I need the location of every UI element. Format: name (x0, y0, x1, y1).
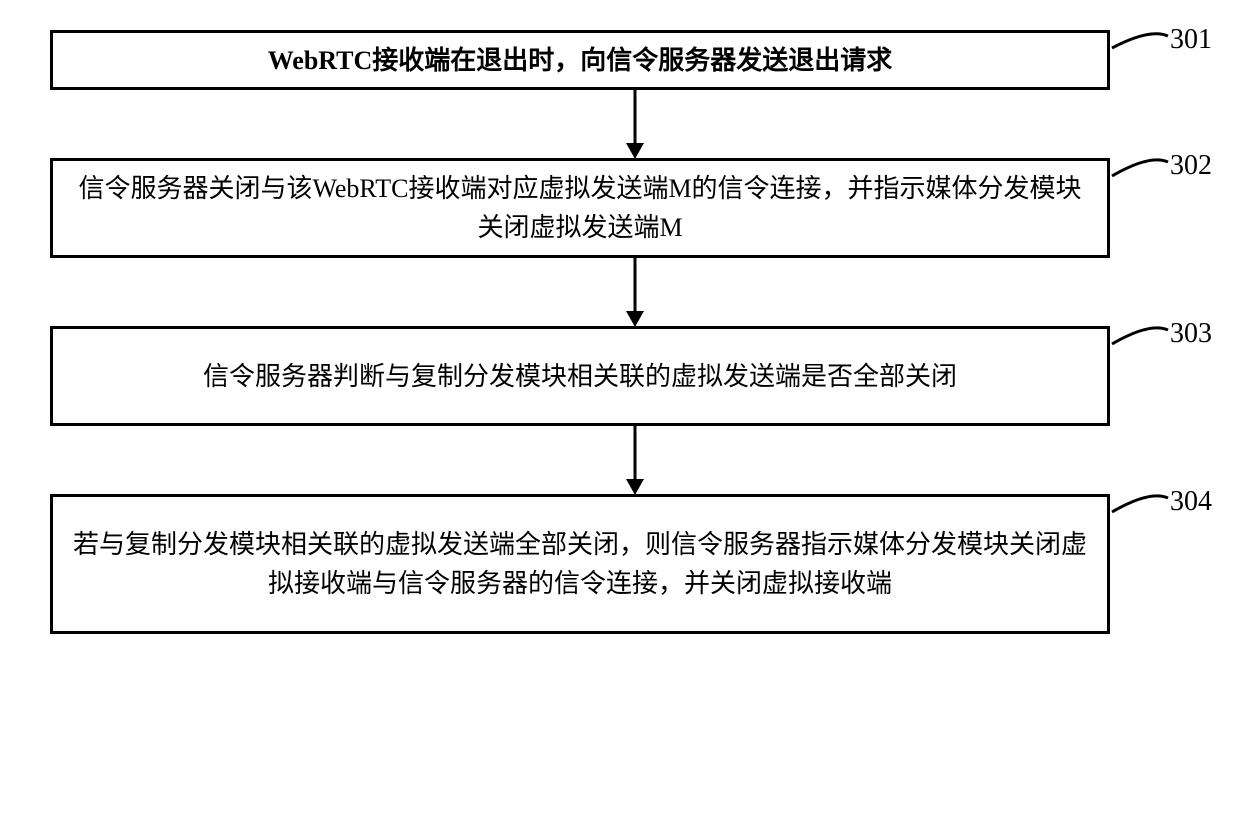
node-text: WebRTC接收端在退出时，向信令服务器发送退出请求 (268, 41, 893, 80)
node-text: 信令服务器判断与复制分发模块相关联的虚拟发送端是否全部关闭 (203, 357, 957, 396)
flowchart-arrow (20, 258, 1220, 326)
flowchart-step: WebRTC接收端在退出时，向信令服务器发送退出请求301 (20, 30, 1220, 90)
flowchart-step: 信令服务器关闭与该WebRTC接收端对应虚拟发送端M的信令连接，并指示媒体分发模… (20, 158, 1220, 258)
arrow-line (634, 426, 637, 480)
step-label-302: 302 (1170, 150, 1212, 182)
node-text: 若与复制分发模块相关联的虚拟发送端全部关闭，则信令服务器指示媒体分发模块关闭虚拟… (73, 525, 1087, 603)
flowchart-node-304: 若与复制分发模块相关联的虚拟发送端全部关闭，则信令服务器指示媒体分发模块关闭虚拟… (50, 494, 1110, 634)
flowchart-node-301: WebRTC接收端在退出时，向信令服务器发送退出请求 (50, 30, 1110, 90)
step-label-303: 303 (1170, 318, 1212, 350)
flowchart-step: 信令服务器判断与复制分发模块相关联的虚拟发送端是否全部关闭303 (20, 326, 1220, 426)
flowchart-node-303: 信令服务器判断与复制分发模块相关联的虚拟发送端是否全部关闭 (50, 326, 1110, 426)
flowchart-node-302: 信令服务器关闭与该WebRTC接收端对应虚拟发送端M的信令连接，并指示媒体分发模… (50, 158, 1110, 258)
arrow-head-icon (626, 479, 644, 495)
flowchart-arrow (20, 90, 1220, 158)
step-label-301: 301 (1170, 24, 1212, 56)
node-text: 信令服务器关闭与该WebRTC接收端对应虚拟发送端M的信令连接，并指示媒体分发模… (73, 169, 1087, 247)
arrow-line (634, 90, 637, 144)
arrow-head-icon (626, 143, 644, 159)
flowchart-arrow (20, 426, 1220, 494)
arrow-head-icon (626, 311, 644, 327)
arrow-line (634, 258, 637, 312)
step-label-304: 304 (1170, 486, 1212, 518)
flowchart-step: 若与复制分发模块相关联的虚拟发送端全部关闭，则信令服务器指示媒体分发模块关闭虚拟… (20, 494, 1220, 634)
